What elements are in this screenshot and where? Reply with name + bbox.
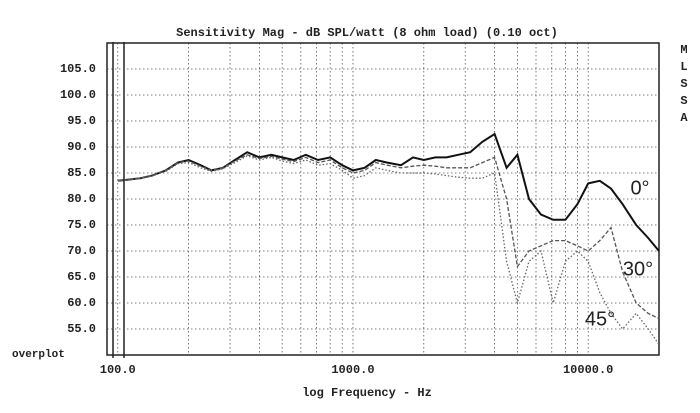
series-line [117, 132, 660, 252]
y-tick-label: 80.0 [67, 192, 96, 206]
side-label: L [680, 60, 687, 74]
x-tick-label: 10000.0 [563, 363, 613, 377]
side-label: S [680, 94, 687, 108]
x-tick-label: 1000.0 [331, 363, 374, 377]
y-tick-label: 70.0 [67, 244, 96, 258]
series-line [117, 155, 660, 345]
chart-title: Sensitivity Mag - dB SPL/watt (8 ohm loa… [176, 26, 558, 40]
y-tick-label: 65.0 [67, 270, 96, 284]
series-line [117, 154, 660, 320]
y-tick-label: 100.0 [60, 88, 96, 102]
y-tick-label: 75.0 [67, 218, 96, 232]
y-tick-label: 95.0 [67, 114, 96, 128]
y-tick-label: 85.0 [67, 166, 96, 180]
side-label: M [680, 43, 687, 57]
series-annotation: 45° [585, 308, 615, 330]
y-tick-label: 90.0 [67, 140, 96, 154]
side-label: S [680, 77, 687, 91]
series-annotation: 30° [623, 258, 653, 280]
corner-label: overplot [12, 349, 65, 361]
x-axis-label: log Frequency - Hz [302, 386, 432, 400]
y-tick-label: 60.0 [67, 296, 96, 310]
x-tick-label: 100.0 [100, 363, 136, 377]
series-annotation: 0° [630, 177, 649, 199]
plot-frame [106, 42, 660, 356]
y-tick-label: 55.0 [67, 322, 96, 336]
y-tick-label: 105.0 [60, 62, 96, 76]
side-label: A [680, 111, 688, 125]
